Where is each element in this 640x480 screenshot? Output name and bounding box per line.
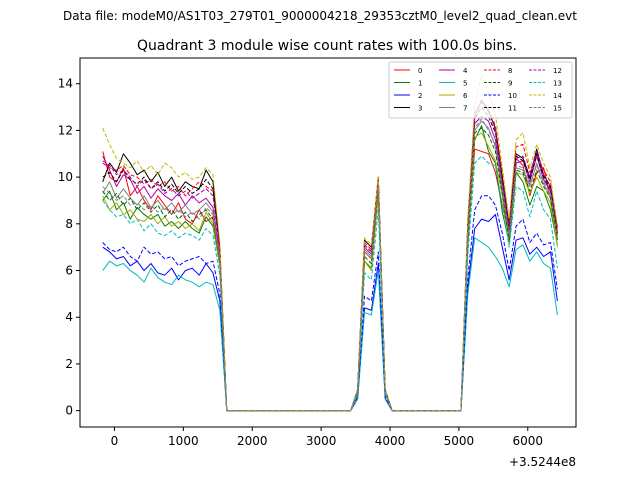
series-line-3 xyxy=(102,99,558,412)
series-line-0 xyxy=(102,148,558,412)
x-tick-label: 0 xyxy=(111,434,119,448)
series-line-15 xyxy=(102,118,558,412)
x-offset-label: +3.5244e8 xyxy=(509,455,576,469)
legend-label-10: 10 xyxy=(508,92,517,100)
legend-label-5: 5 xyxy=(463,80,467,88)
y-tick-label: 12 xyxy=(58,123,73,137)
x-tick-label: 2000 xyxy=(237,434,268,448)
legend-label-3: 3 xyxy=(418,105,422,113)
legend-label-2: 2 xyxy=(418,92,422,100)
series-line-4 xyxy=(102,115,558,412)
x-tick-label: 4000 xyxy=(375,434,406,448)
y-tick-label: 4 xyxy=(65,310,73,324)
legend-label-15: 15 xyxy=(553,105,562,113)
y-tick-label: 14 xyxy=(58,77,73,91)
chart-title: Quadrant 3 module wise count rates with … xyxy=(137,38,517,54)
series-line-7 xyxy=(102,120,558,412)
series-line-5 xyxy=(102,237,558,412)
legend-box xyxy=(388,61,573,119)
series-line-12 xyxy=(102,99,558,412)
legend-label-1: 1 xyxy=(418,80,422,88)
y-tick-label: 6 xyxy=(65,264,73,278)
y-tick-label: 8 xyxy=(65,217,73,231)
y-tick-label: 2 xyxy=(65,357,73,371)
series-line-14 xyxy=(102,73,558,412)
legend-label-13: 13 xyxy=(553,80,562,88)
series-line-13 xyxy=(102,155,558,412)
legend-label-6: 6 xyxy=(463,92,468,100)
series-line-2 xyxy=(102,213,558,412)
x-tick-label: 6000 xyxy=(513,434,544,448)
legend-label-8: 8 xyxy=(508,67,512,75)
legend-label-4: 4 xyxy=(463,67,468,75)
y-tick-label: 10 xyxy=(58,170,73,184)
legend-label-7: 7 xyxy=(463,105,467,113)
legend-label-0: 0 xyxy=(418,67,422,75)
series-line-10 xyxy=(102,195,558,412)
x-tick-label: 1000 xyxy=(168,434,199,448)
axes-frame xyxy=(79,57,577,428)
y-tick-label: 0 xyxy=(65,404,73,418)
x-tick-label: 5000 xyxy=(444,434,475,448)
legend-label-11: 11 xyxy=(508,105,517,113)
chart-suptitle: Data file: modeM0/AS1T03_279T01_90000042… xyxy=(63,9,577,23)
legend-label-12: 12 xyxy=(553,67,562,75)
x-tick-label: 3000 xyxy=(306,434,337,448)
legend-label-9: 9 xyxy=(508,80,512,88)
series-line-6 xyxy=(102,132,558,412)
legend-label-14: 14 xyxy=(553,92,562,100)
